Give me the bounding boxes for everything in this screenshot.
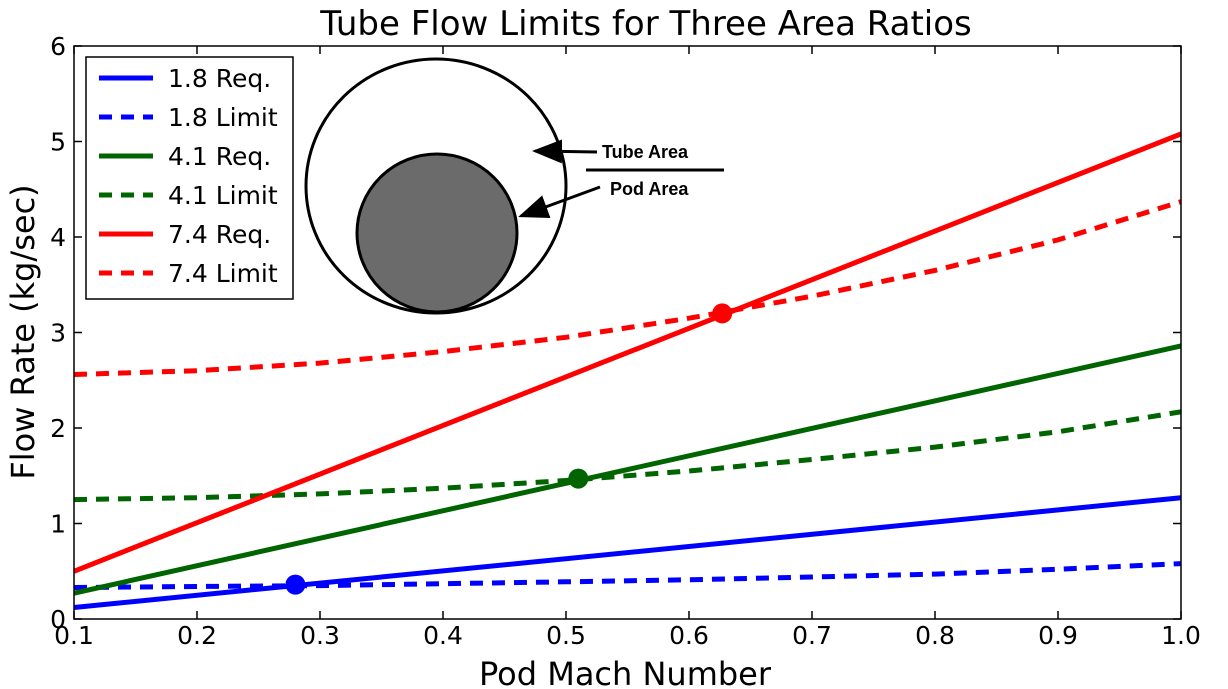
pod-circle — [355, 152, 519, 314]
intersection-markers — [285, 303, 733, 595]
legend-label: 1.8 Limit — [168, 103, 278, 132]
x-tick-label: 0.7 — [792, 621, 832, 650]
series-line-1-8-limit — [73, 561, 1182, 590]
series-line-7-4-limit — [73, 199, 1182, 377]
x-tick-label: 0.3 — [300, 621, 340, 650]
y-axis-title: Flow Rate (kg/sec) — [4, 184, 42, 479]
x-tick-label: 0.1 — [54, 621, 94, 650]
y-tick-label: 1 — [50, 510, 66, 539]
y-tick-label: 2 — [50, 414, 66, 443]
series-line-4-1-limit — [73, 409, 1182, 503]
x-tick-label: 0.5 — [546, 621, 586, 650]
legend-box — [85, 56, 294, 300]
x-tick-label: 0.6 — [669, 621, 709, 650]
area-ratio-inset: Tube Area Pod Area — [304, 57, 724, 315]
intersection-point-1-8 — [285, 574, 306, 595]
x-axis-title: Pod Mach Number — [479, 655, 772, 689]
legend-label: 4.1 Req. — [168, 142, 271, 171]
axis-ticks: 0.1 0.2 0.3 0.4 0.5 0.6 0.7 0.8 0.9 1.0 0 1 2 3 4 5 6 — [50, 32, 1201, 650]
series-line-4-1-req- — [73, 343, 1182, 596]
legend-label: 7.4 Limit — [168, 259, 278, 288]
x-tick-label: 0.2 — [177, 621, 217, 650]
legend-label: 1.8 Req. — [168, 64, 271, 93]
y-tick-label: 5 — [50, 128, 66, 157]
legend: 1.8 Req. 1.8 Limit 4.1 Req. 4.1 Limit 7.4 Re… — [85, 56, 294, 300]
x-tick-label: 0.9 — [1038, 621, 1078, 650]
pod-area-arrow — [518, 185, 601, 218]
legend-label: 7.4 Req. — [168, 220, 271, 249]
y-tick-label: 6 — [50, 32, 66, 61]
x-tick-label: 0.8 — [915, 621, 955, 650]
pod-area-label: Pod Area — [610, 179, 689, 199]
tube-area-label: Tube Area — [602, 142, 689, 162]
intersection-point-4-1 — [568, 468, 589, 489]
x-tick-label: 1.0 — [1161, 621, 1201, 650]
series-line-1-8-req- — [73, 495, 1182, 610]
series-line-7-4-req- — [73, 131, 1182, 574]
y-tick-label: 4 — [50, 223, 66, 252]
plot-lines — [73, 131, 1182, 610]
tube-area-arrow — [532, 139, 598, 164]
legend-label: 4.1 Limit — [168, 181, 278, 210]
y-tick-label: 0 — [50, 605, 66, 634]
y-tick-label: 3 — [50, 319, 66, 348]
chart-title: Tube Flow Limits for Three Area Ratios — [319, 4, 972, 44]
intersection-point-7-4 — [712, 303, 733, 324]
x-tick-label: 0.4 — [423, 621, 463, 650]
